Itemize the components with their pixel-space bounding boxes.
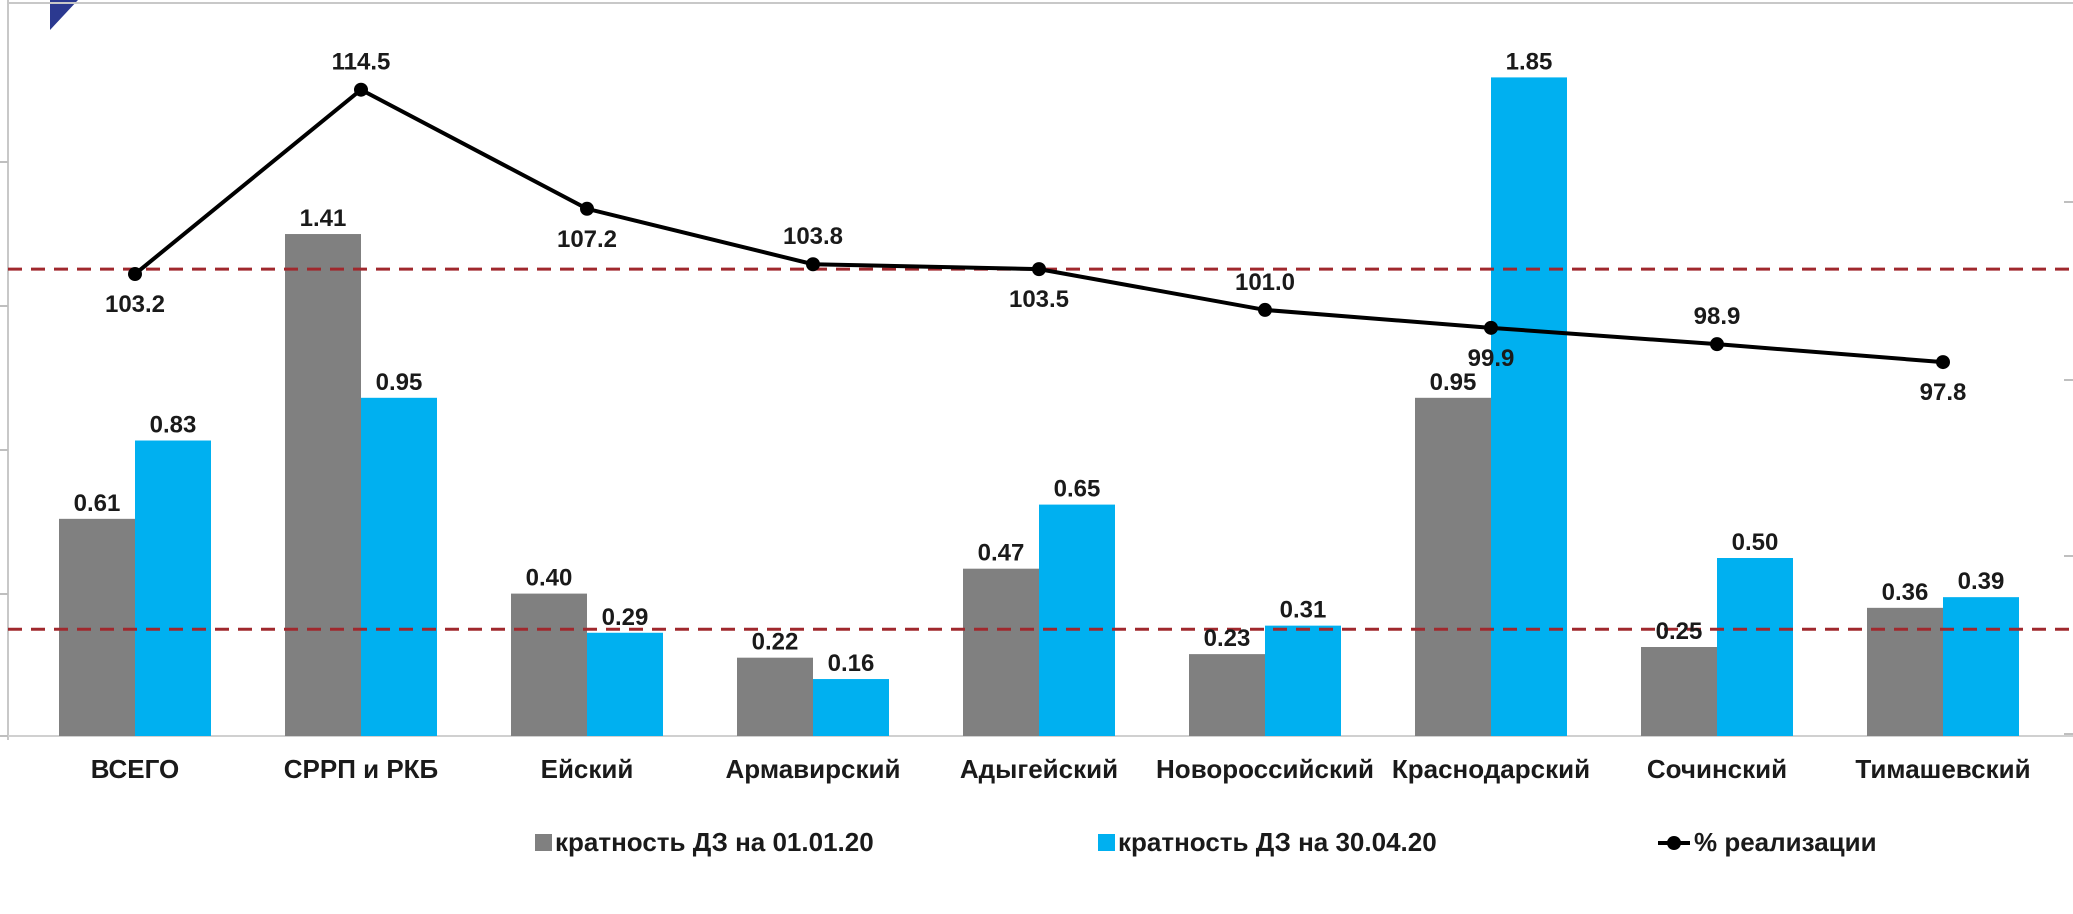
bar-jan-2 <box>511 593 587 736</box>
bar-apr-8 <box>1943 597 2019 736</box>
bar-value-label: 0.29 <box>602 604 649 631</box>
bar-jan-0 <box>59 518 135 736</box>
line-value-label: 103.5 <box>1009 286 1069 313</box>
left-axis-ticks <box>0 161 8 737</box>
bar-value-label: 0.25 <box>1656 618 1703 645</box>
category-labels-layer: ВСЕГО СРРП и РКБ Ейский Армавирский Адыгейск… <box>91 754 2031 784</box>
bar-value-label: 1.85 <box>1506 48 1553 75</box>
category-label: Ейский <box>541 754 634 784</box>
line-value-label: 103.2 <box>105 291 165 318</box>
line-value-label: 97.8 <box>1920 379 1967 406</box>
line-value-label: 114.5 <box>332 49 391 76</box>
bar-jan-1 <box>285 234 361 737</box>
bar-jan-6 <box>1415 397 1491 736</box>
line-series-layer <box>128 82 1950 370</box>
bar-apr-2 <box>587 632 663 736</box>
line-point <box>128 267 142 282</box>
legend-label-series-2: % реализации <box>1694 827 1877 857</box>
bar-jan-5 <box>1189 654 1265 736</box>
corner-decoration <box>50 0 78 30</box>
category-label: Сочинский <box>1647 754 1787 784</box>
bar-apr-6 <box>1491 77 1567 736</box>
bar-value-label: 0.16 <box>828 650 875 677</box>
bar-value-label: 0.23 <box>1204 625 1251 652</box>
bar-value-label: 0.22 <box>752 629 799 656</box>
bar-apr-7 <box>1717 558 1793 736</box>
legend-line-marker-dot <box>1667 836 1681 850</box>
bar-value-label: 0.36 <box>1882 579 1929 606</box>
bar-value-label: 0.61 <box>74 490 121 517</box>
line-point <box>1032 262 1046 277</box>
line-realization <box>133 87 1944 365</box>
bar-apr-1 <box>361 397 437 736</box>
legend-label-series-0: кратность ДЗ на 01.01.20 <box>555 827 874 857</box>
line-point <box>1484 320 1498 335</box>
line-value-label: 103.8 <box>783 223 843 250</box>
line-value-label: 98.9 <box>1694 303 1741 330</box>
bar-value-label: 0.31 <box>1280 597 1327 624</box>
bar-jan-4 <box>963 568 1039 736</box>
bar-jan-3 <box>737 657 813 736</box>
bar-value-label: 0.50 <box>1732 529 1779 556</box>
bar-apr-3 <box>813 679 889 736</box>
bar-value-label: 0.40 <box>526 565 573 592</box>
bar-value-label: 0.95 <box>376 369 423 396</box>
category-label: ВСЕГО <box>91 754 180 784</box>
bar-jan-8 <box>1867 607 1943 736</box>
legend-swatch-gray <box>535 834 552 851</box>
bar-value-label: 0.83 <box>150 412 197 439</box>
line-value-label: 107.2 <box>557 226 617 253</box>
bar-value-label: 0.95 <box>1430 369 1477 396</box>
category-label: СРРП и РКБ <box>284 754 438 784</box>
category-label: Краснодарский <box>1392 754 1590 784</box>
line-point <box>1258 302 1272 317</box>
line-point <box>580 201 594 216</box>
bars-layer <box>59 77 2019 737</box>
bar-apr-0 <box>135 440 211 736</box>
legend-label-series-1: кратность ДЗ на 30.04.20 <box>1118 827 1437 857</box>
line-point <box>354 82 368 97</box>
category-label: Армавирский <box>726 754 901 784</box>
bar-value-label: 1.41 <box>300 205 347 232</box>
bar-value-labels-layer: 0.61 0.83 1.41 0.95 0.40 0.29 0.22 0.16 0.47 0.65… <box>74 48 2005 677</box>
bar-apr-5 <box>1265 625 1341 736</box>
line-point <box>806 257 820 272</box>
bar-value-label: 0.65 <box>1054 476 1101 503</box>
line-value-label: 99.9 <box>1468 345 1515 372</box>
legend: кратность ДЗ на 01.01.20 кратность ДЗ на… <box>535 827 1877 857</box>
line-value-label: 101.0 <box>1235 269 1295 296</box>
category-label: Тимашевский <box>1855 754 2030 784</box>
bar-apr-4 <box>1039 504 1115 736</box>
line-point <box>1710 337 1724 352</box>
right-axis-ticks <box>2064 201 2073 735</box>
bar-value-label: 0.39 <box>1958 568 2005 595</box>
category-label: Адыгейский <box>960 754 1118 784</box>
category-label: Новороссийский <box>1156 754 1374 784</box>
line-point <box>1936 355 1950 370</box>
line-value-labels-layer: 103.2 114.5 107.2 103.8 103.5 101.0 99.9 98.9 97… <box>105 49 1966 406</box>
bar-value-label: 0.47 <box>978 540 1025 567</box>
legend-swatch-blue <box>1098 834 1115 851</box>
bar-jan-7 <box>1641 647 1717 736</box>
